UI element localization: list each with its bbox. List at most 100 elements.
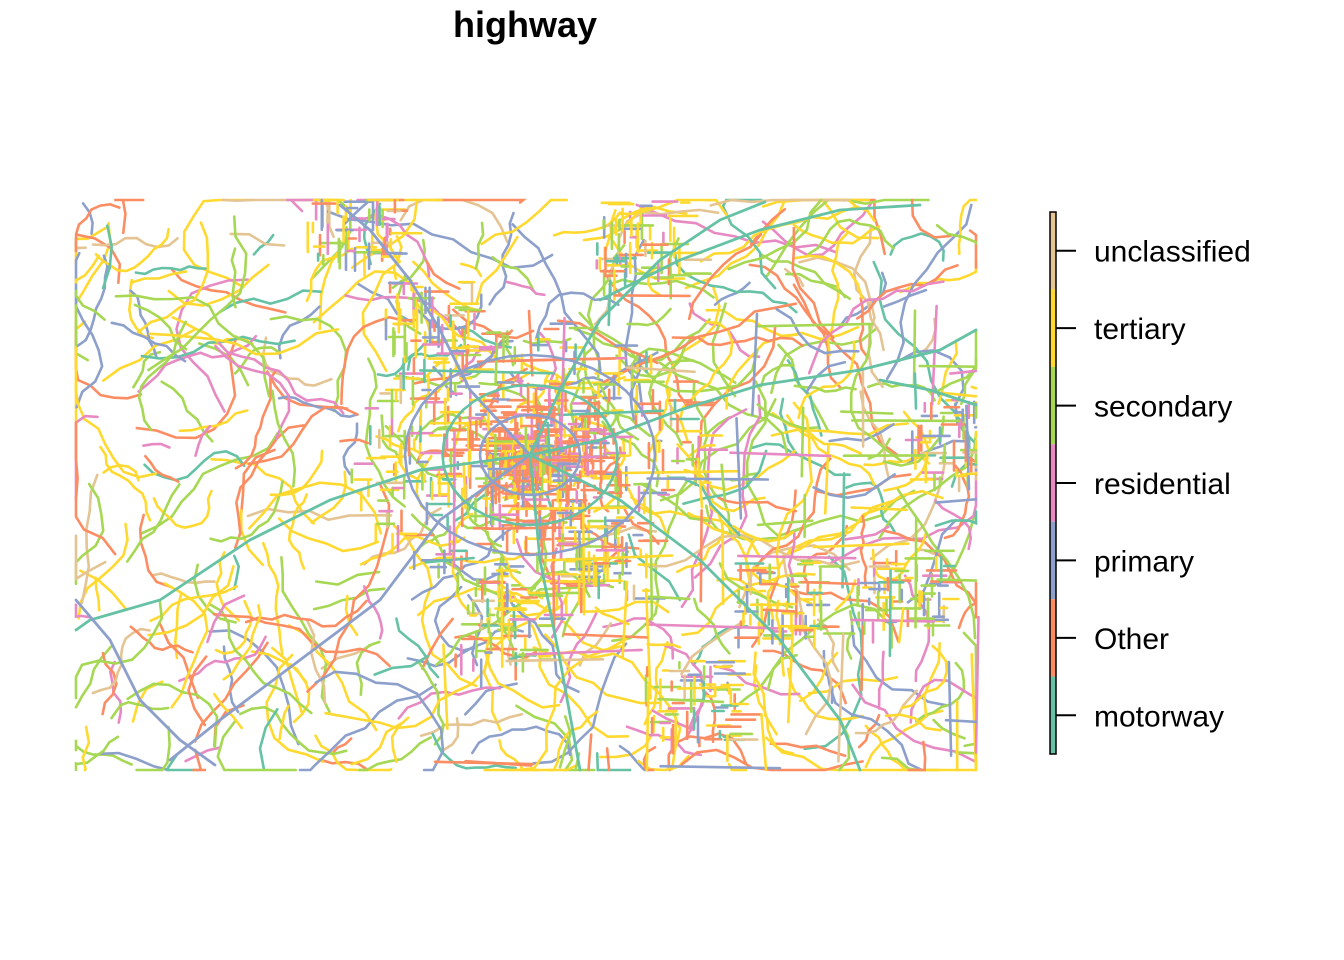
road-primary (277, 305, 321, 360)
road-tertiary (310, 470, 348, 524)
road-primary (74, 598, 217, 767)
road-secondary (960, 328, 978, 406)
road-primary (751, 312, 759, 416)
road-secondary (702, 416, 734, 541)
road-unclassified (837, 632, 845, 763)
road-tertiary (214, 599, 253, 655)
road-primary (129, 289, 158, 360)
road-secondary (914, 516, 918, 629)
road-tertiary (900, 644, 949, 710)
road-unclassified (578, 622, 612, 667)
road-residential (452, 431, 456, 568)
road-primary (168, 453, 532, 762)
road-motorway (598, 203, 922, 302)
road-motorway (841, 472, 846, 589)
road-primary (885, 203, 973, 380)
road-motorway (558, 409, 665, 417)
road-secondary (114, 294, 271, 398)
road-secondary (315, 570, 381, 586)
road-primary (965, 404, 971, 491)
road-tertiary (760, 712, 768, 772)
road-motorway (134, 265, 209, 276)
road-secondary (391, 238, 427, 289)
road-Other (791, 226, 835, 340)
road-secondary (935, 224, 978, 245)
road-tertiary (594, 606, 630, 626)
road-residential (930, 304, 938, 406)
road-secondary (160, 380, 214, 443)
legend-swatch-tertiary (1050, 289, 1056, 367)
legend-color-bar (1049, 211, 1057, 755)
road-Other (144, 454, 180, 483)
road-secondary (745, 380, 783, 540)
road-secondary (74, 600, 164, 700)
road-primary (805, 360, 847, 393)
road-tertiary (897, 607, 905, 644)
road-motorway (101, 224, 114, 290)
road-motorway (373, 655, 429, 676)
road-secondary (608, 278, 715, 299)
road-secondary (626, 307, 672, 327)
road-unclassified (246, 507, 393, 522)
road-Other (114, 198, 145, 235)
road-unclassified (625, 366, 696, 374)
road-secondary (355, 640, 381, 696)
road-Other (516, 405, 557, 409)
road-primary (659, 764, 782, 770)
road-tertiary (797, 340, 856, 420)
road-tertiary (269, 449, 324, 497)
road-tertiary (970, 385, 978, 390)
road-motorway (934, 510, 978, 527)
road-secondary (216, 719, 297, 772)
road-primary (882, 288, 928, 308)
road-secondary (269, 315, 348, 413)
road-tertiary (957, 198, 978, 256)
road-tertiary (766, 401, 814, 615)
road-residential (206, 594, 246, 644)
road-Other (717, 496, 798, 513)
road-Other (943, 464, 971, 540)
road-residential (137, 334, 258, 393)
road-secondary (647, 359, 695, 446)
road-unclassified (419, 712, 524, 737)
road-unclassified (80, 473, 99, 605)
road-tertiary (74, 346, 157, 479)
road-tertiary (664, 286, 721, 442)
road-Other (138, 513, 172, 588)
road-secondary (74, 739, 133, 766)
road-secondary (793, 384, 857, 393)
road-tertiary (152, 489, 213, 530)
road-tertiary (129, 270, 188, 284)
road-primary (735, 417, 743, 520)
road-tertiary (812, 542, 910, 549)
road-secondary (711, 302, 737, 398)
road-tertiary (475, 235, 519, 304)
road-Other (212, 612, 391, 668)
legend-ticks (1056, 249, 1076, 717)
road-tertiary (390, 716, 410, 763)
road-tertiary (922, 642, 941, 717)
road-secondary (312, 587, 386, 611)
road-primary (532, 642, 628, 765)
road-secondary (640, 482, 711, 523)
road-Other (330, 737, 353, 755)
road-tertiary (752, 651, 778, 736)
road-secondary (474, 221, 485, 270)
road-Other (192, 748, 207, 772)
road-primary (314, 670, 445, 772)
road-tertiary (786, 624, 795, 724)
legend-swatch-motorway (1050, 676, 1056, 754)
road-residential (602, 617, 675, 660)
road-secondary (135, 725, 171, 772)
road-motorway (441, 383, 619, 527)
road-tertiary (265, 653, 325, 764)
road-residential (74, 603, 91, 619)
road-residential (175, 278, 250, 413)
road-primary (713, 281, 751, 306)
road-motorway (546, 421, 552, 465)
road-tertiary (484, 617, 561, 709)
road-motorway (424, 556, 475, 564)
road-residential (351, 213, 431, 278)
road-secondary (209, 480, 284, 543)
road-residential (635, 203, 837, 254)
